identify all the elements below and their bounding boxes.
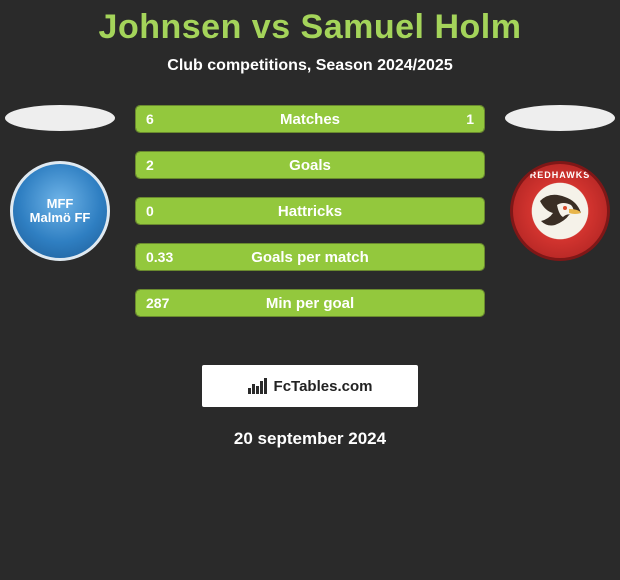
club-column-left: MFF Malmö FF <box>0 105 120 261</box>
club-badge-right: REDHAWKS <box>510 161 610 261</box>
club-shadow-left <box>5 105 115 131</box>
stat-row: 2Goals <box>135 151 485 179</box>
brand-box: FcTables.com <box>202 365 418 407</box>
stat-label: Goals per match <box>136 244 484 270</box>
stat-label: Goals <box>136 152 484 178</box>
stat-row: 0Hattricks <box>135 197 485 225</box>
club-badge-right-arc-text: REDHAWKS <box>530 170 591 180</box>
stat-label: Matches <box>136 106 484 132</box>
comparison-title: Johnsen vs Samuel Holm <box>0 8 620 47</box>
bar-chart-icon <box>248 378 268 394</box>
hawk-icon <box>535 191 585 231</box>
club-badge-left-line2: Malmö FF <box>30 210 91 225</box>
footer-date: 20 september 2024 <box>0 429 620 449</box>
stat-label: Min per goal <box>136 290 484 316</box>
club-shadow-right <box>505 105 615 131</box>
stat-row: 61Matches <box>135 105 485 133</box>
brand-text: FcTables.com <box>274 378 373 395</box>
stat-row: 287Min per goal <box>135 289 485 317</box>
comparison-subtitle: Club competitions, Season 2024/2025 <box>0 57 620 75</box>
club-badge-left-label: MFF Malmö FF <box>30 197 91 226</box>
stat-label: Hattricks <box>136 198 484 224</box>
club-badge-left-line1: MFF <box>47 196 74 211</box>
club-column-right: REDHAWKS <box>500 105 620 261</box>
club-badge-left: MFF Malmö FF <box>10 161 110 261</box>
stat-row: 0.33Goals per match <box>135 243 485 271</box>
stat-bars: 61Matches 2Goals 0Hattricks 0.33Goals per m… <box>135 105 485 335</box>
